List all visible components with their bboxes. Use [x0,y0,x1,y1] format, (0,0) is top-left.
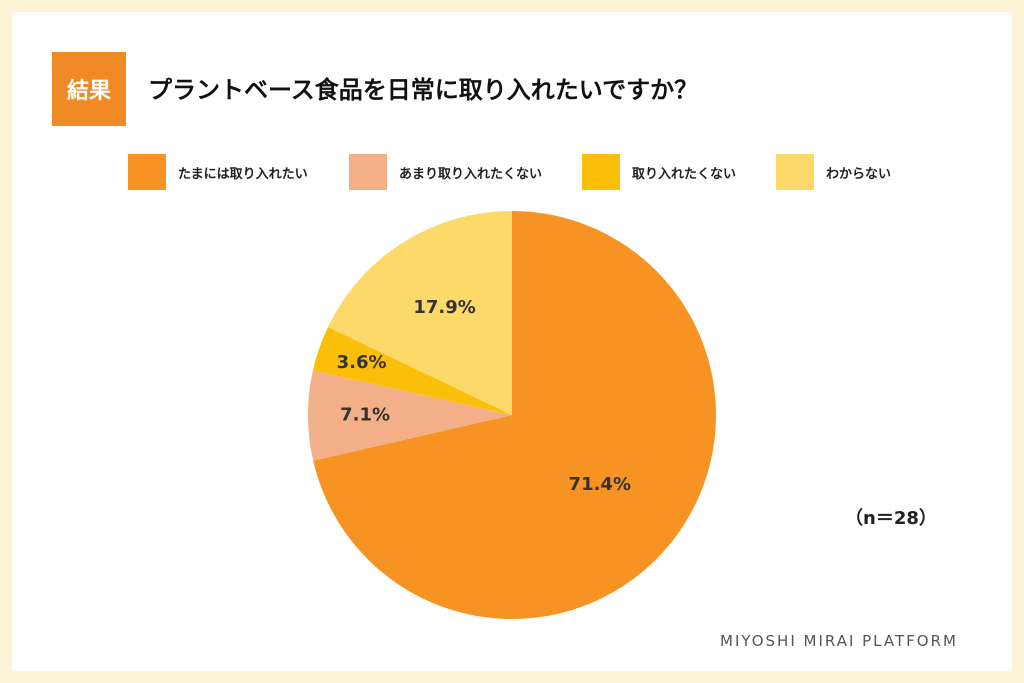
slice-often-label: 71.4% [569,474,631,495]
legend-label-not-much: あまり取り入れたくない [399,166,543,182]
legend-item-not-much: あまり取り入れたくない [349,154,542,190]
slice-no-label: 3.6% [337,352,387,373]
legend-item-no: 取り入れたくない [582,154,736,190]
footer-brand: MIYOSHI MIRAI PLATFORM [720,632,958,650]
legend-swatch-no [582,154,620,190]
legend-item-unknown: わからない [776,154,891,190]
sample-size-label: （n＝28） [845,508,937,529]
legend-swatch-unknown [776,154,814,190]
legend-swatch-not-much [349,154,387,190]
slice-unknown [327,211,512,415]
legend-label-often: たまには取り入れたい [178,166,308,182]
slice-unknown-label: 17.9% [413,297,475,318]
result-badge: 結果 [52,52,126,126]
legend-label-no: 取り入れたくない [632,166,737,182]
legend-item-often: たまには取り入れたい [128,154,308,190]
chart-title: プラントベース食品を日常に取り入れたいですか？ [148,76,699,104]
legend-label-unknown: わからない [826,166,892,182]
slice-often [313,211,716,619]
legend-swatch-often [128,154,166,190]
slice-not-much [308,370,512,461]
slice-no [312,326,512,415]
slice-not-much-label: 7.1% [340,404,390,425]
